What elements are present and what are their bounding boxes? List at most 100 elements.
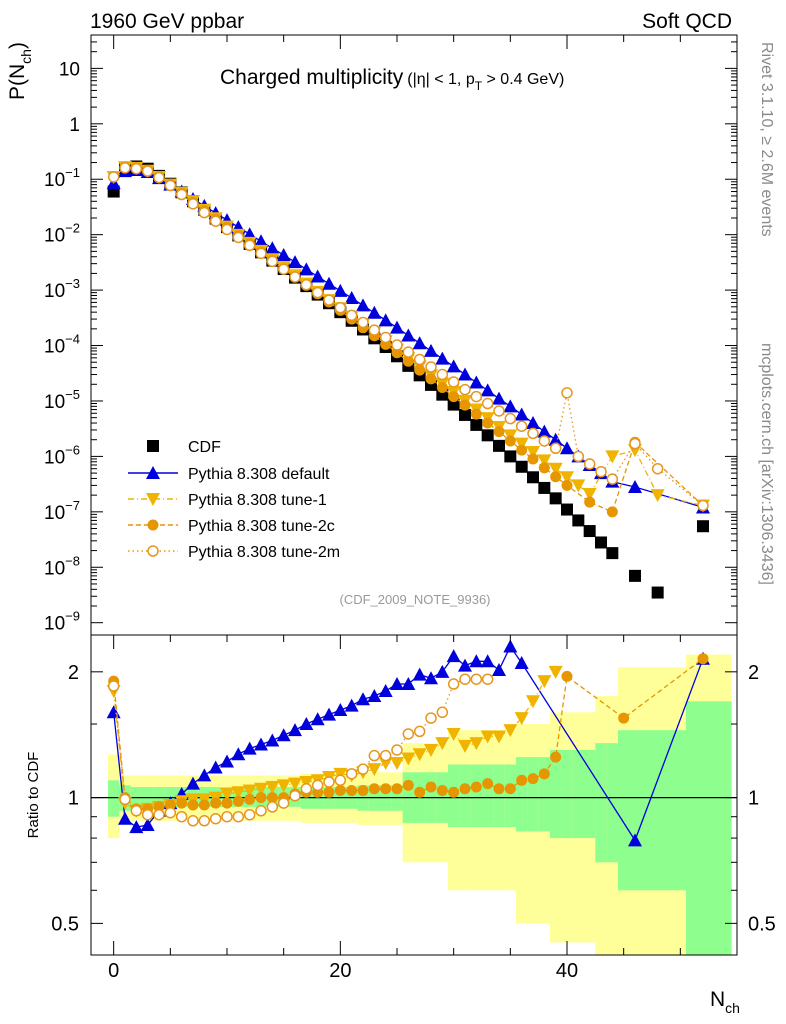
band-stat-uncertainty [686, 701, 732, 955]
ratio-data-point [504, 783, 516, 795]
ratio-data-point [210, 797, 222, 809]
y-axis-label-main: P(N [6, 64, 29, 100]
y-tick-label-exponent: −2 [65, 221, 80, 236]
y-tick-label-exponent: −1 [65, 165, 80, 180]
data-point [628, 480, 642, 494]
ratio-data-point [379, 749, 392, 762]
data-point [447, 376, 460, 388]
data-point [310, 269, 325, 283]
ratio-data-point [470, 673, 483, 685]
data-point [356, 298, 370, 312]
data-point [538, 435, 551, 447]
data-point [265, 241, 280, 255]
chart-title: Charged multiplicity (|η| < 1, pT > 0.4 G… [220, 66, 564, 93]
ratio-data-point [503, 639, 518, 653]
ratio-y-tick-label: 1 [68, 788, 79, 810]
analysis-tag: (CDF_2009_NOTE_9936) [339, 592, 490, 607]
data-point [697, 499, 709, 512]
data-point [187, 198, 199, 210]
data-point [560, 471, 574, 485]
y-tick-label: 10−3 [44, 276, 80, 302]
legend-label-tune-1: Pythia 8.308 tune-1 [188, 492, 327, 509]
y-tick-label: 10−6 [44, 442, 80, 468]
data-point [107, 171, 120, 183]
ratio-y-tick-label: 2 [68, 662, 79, 684]
ratio-data-point [391, 783, 403, 795]
ratio-data-point [311, 779, 324, 792]
y-tick-label-base: 10 [44, 558, 65, 579]
ratio-data-point [187, 815, 199, 827]
legend-label-default: Pythia 8.308 default [188, 466, 330, 483]
ratio-data-point [333, 703, 348, 717]
data-point [606, 473, 619, 485]
chart-title-cut-sub: T [475, 79, 483, 93]
band-stat-uncertainty [618, 730, 653, 891]
data-point [459, 399, 471, 411]
data-point [447, 398, 460, 411]
y-axis-label-sub: ch [18, 49, 34, 64]
ratio-data-point [391, 744, 403, 756]
data-point [334, 302, 347, 314]
ratio-data-point [414, 786, 426, 798]
data-point [537, 454, 552, 468]
y-axis-label: P(Nch) [6, 42, 34, 100]
band-stat-uncertainty [572, 749, 585, 839]
ratio-y-tick-label-right: 0.5 [748, 913, 776, 935]
ratio-data-point [503, 724, 518, 738]
ratio-data-point [334, 774, 347, 787]
y-tick-label-exponent: −3 [65, 276, 80, 291]
y-tick-label-base: 1 [69, 115, 80, 136]
ratio-data-point [107, 680, 120, 692]
ratio-data-point [548, 665, 563, 679]
data-point [425, 361, 437, 373]
ratio-data-point [470, 781, 482, 793]
data-point [390, 320, 404, 334]
y-tick-label-base: 10 [44, 226, 65, 247]
y-tick-label-base: 10 [44, 447, 65, 468]
data-point [584, 496, 596, 508]
x-axis-label: Nch [710, 988, 740, 1016]
legend-label-tune-2c: Pythia 8.308 tune-2c [188, 518, 335, 535]
ratio-series-line [113, 678, 488, 822]
ratio-data-point [255, 805, 267, 817]
ratio-data-point [175, 810, 188, 823]
ratio-data-point [323, 776, 335, 788]
data-point [582, 487, 597, 501]
chart-title-cut: (|η| < 1, p [407, 71, 475, 88]
ratio-data-point [187, 799, 199, 811]
x-axis-label-main: N [710, 988, 725, 1011]
ratio-series-pythia-8-308-tune-2m [107, 673, 494, 827]
chart-title-main: Charged multiplicity [220, 66, 404, 89]
band-stat-uncertainty [538, 757, 551, 832]
data-point [516, 444, 528, 456]
ratio-data-point [537, 675, 552, 689]
y-tick-label: 10−2 [44, 221, 80, 247]
ratio-data-point [469, 737, 484, 751]
data-point [459, 383, 471, 396]
ratio-data-point [357, 784, 369, 796]
data-point [357, 316, 369, 329]
band-stat-uncertainty [504, 764, 517, 828]
ratio-data-point [401, 677, 416, 691]
ratio-data-point [356, 692, 370, 706]
ratio-data-point [538, 768, 550, 780]
ratio-data-point [276, 728, 291, 742]
y-tick-label-base: 10 [44, 170, 65, 191]
data-point [413, 353, 426, 366]
ratio-data-point [176, 797, 188, 809]
data-point [514, 407, 529, 421]
ratio-data-point [492, 663, 506, 677]
data-point [493, 405, 505, 417]
ratio-data-point [209, 812, 222, 825]
legend-marker-tune-2c [147, 519, 159, 531]
data-point [277, 263, 290, 275]
band-stat-uncertainty [606, 743, 619, 863]
ratio-data-point [198, 799, 210, 811]
data-point [572, 514, 585, 527]
legend-marker-tune-2m [147, 545, 159, 557]
data-point [311, 286, 324, 299]
data-point [448, 391, 460, 403]
ratio-data-layer [106, 639, 710, 847]
data-point [470, 390, 483, 403]
data-point [481, 397, 494, 410]
